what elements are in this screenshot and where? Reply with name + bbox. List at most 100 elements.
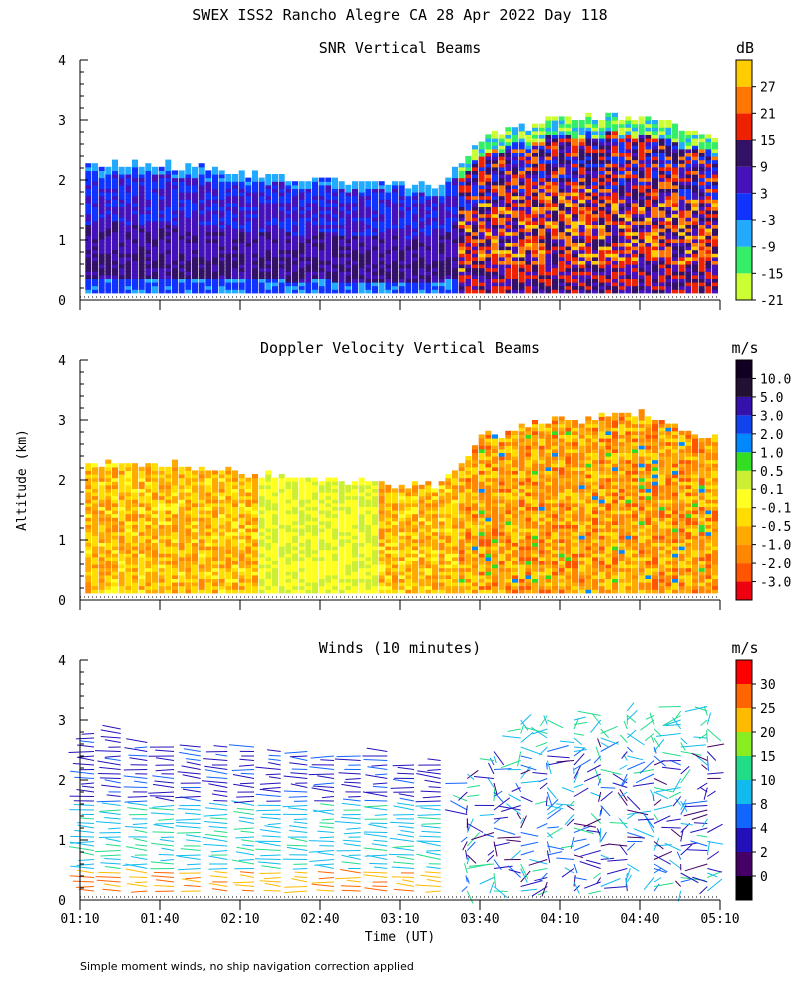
- field-cell: [132, 506, 138, 511]
- field-cell: [178, 289, 185, 294]
- field-cell: [192, 520, 198, 525]
- field-cell: [325, 585, 332, 590]
- field-cell: [145, 181, 152, 186]
- field-cell: [178, 470, 185, 475]
- field-cell: [258, 524, 265, 529]
- field-cell: [605, 206, 612, 211]
- field-cell: [492, 210, 498, 215]
- field-cell: [658, 184, 665, 189]
- field-cell: [378, 282, 385, 287]
- field-cell: [552, 285, 558, 290]
- field-cell: [572, 282, 578, 287]
- field-cell: [138, 213, 145, 218]
- field-cell: [265, 502, 272, 507]
- field-cell: [92, 206, 98, 211]
- field-cell: [425, 253, 432, 258]
- field-cell: [132, 574, 138, 579]
- field-cell: [405, 278, 412, 283]
- field-cell: [605, 238, 612, 243]
- field-cell: [632, 174, 638, 179]
- field-cell: [332, 195, 338, 200]
- field-cell: [265, 192, 272, 197]
- field-cell: [572, 260, 578, 265]
- field-cell: [238, 231, 245, 236]
- field-cell: [325, 220, 332, 225]
- field-cell: [505, 282, 512, 287]
- field-cell: [252, 502, 258, 507]
- field-cell: [665, 192, 672, 197]
- field-cell: [685, 264, 692, 269]
- field-cell: [592, 177, 598, 182]
- field-cell: [672, 267, 678, 272]
- field-cell: [625, 145, 632, 150]
- field-cell: [232, 213, 238, 218]
- field-cell: [672, 145, 678, 150]
- field-cell: [112, 477, 118, 482]
- field-cell: [125, 177, 132, 182]
- field-cell: [92, 466, 98, 471]
- field-cell: [98, 546, 105, 551]
- field-cell: [238, 484, 245, 489]
- field-cell: [92, 474, 98, 479]
- field-cell: [378, 181, 385, 186]
- field-cell: [325, 481, 332, 486]
- field-cell: [658, 246, 665, 251]
- field-cell: [485, 278, 492, 283]
- field-cell: [152, 477, 158, 482]
- field-cell: [512, 138, 518, 143]
- field-cell: [132, 271, 138, 276]
- field-cell: [225, 481, 232, 486]
- field-cell: [132, 181, 138, 186]
- field-cell: [138, 556, 145, 561]
- field-cell: [685, 238, 692, 243]
- field-cell: [205, 220, 212, 225]
- field-cell: [605, 235, 612, 240]
- field-cell: [105, 477, 112, 482]
- field-cell: [118, 531, 125, 536]
- field-cell: [205, 192, 212, 197]
- field-cell: [185, 477, 192, 482]
- field-cell: [525, 210, 532, 215]
- field-cell: [205, 535, 212, 540]
- field-cell: [458, 217, 465, 222]
- field-cell: [332, 235, 338, 240]
- field-cell: [165, 224, 172, 229]
- field-cell: [632, 224, 638, 229]
- field-cell: [598, 242, 605, 247]
- field-cell: [605, 256, 612, 261]
- field-cell: [172, 256, 178, 261]
- field-cell: [198, 492, 205, 497]
- field-cell: [632, 170, 638, 175]
- field-cell: [438, 289, 445, 294]
- field-cell: [445, 195, 452, 200]
- field-cell: [245, 249, 252, 254]
- field-cell: [492, 181, 498, 186]
- field-cell: [658, 256, 665, 261]
- field-cell: [692, 285, 698, 290]
- field-cell: [125, 267, 132, 272]
- field-cell: [272, 481, 278, 486]
- field-cell: [605, 166, 612, 171]
- field-cell: [305, 181, 312, 186]
- field-cell: [425, 235, 432, 240]
- field-cell: [605, 120, 612, 125]
- field-cell: [285, 524, 292, 529]
- field-cell: [218, 271, 225, 276]
- field-cell: [545, 195, 552, 200]
- field-cell: [698, 220, 705, 225]
- field-cell: [138, 285, 145, 290]
- field-cell: [232, 260, 238, 265]
- field-cell: [312, 210, 318, 215]
- field-cell: [118, 170, 125, 175]
- field-cell: [312, 538, 318, 543]
- field-cell: [658, 282, 665, 287]
- field-cell: [565, 141, 572, 146]
- field-cell: [185, 192, 192, 197]
- field-cell: [618, 195, 625, 200]
- field-cell: [552, 256, 558, 261]
- field-cell: [685, 130, 692, 135]
- field-cell: [638, 210, 645, 215]
- field-cell: [258, 202, 265, 207]
- field-cell: [132, 206, 138, 211]
- field-cell: [652, 282, 658, 287]
